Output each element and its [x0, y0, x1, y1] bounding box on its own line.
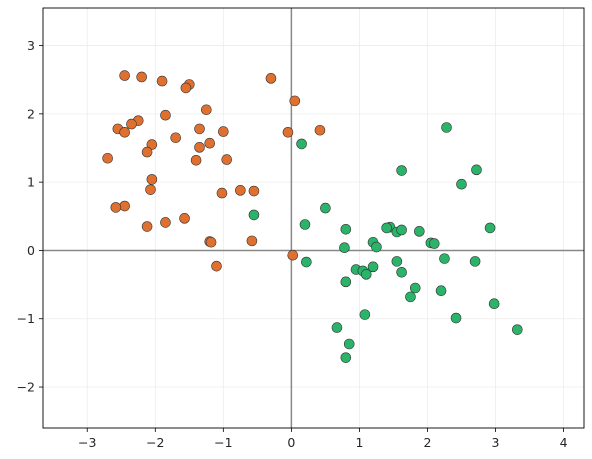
series-1 [248, 122, 523, 363]
x-tick-label: 4 [560, 435, 568, 450]
data-point [160, 217, 171, 228]
data-point [359, 309, 371, 320]
data-point [409, 282, 421, 294]
data-point [180, 82, 192, 94]
y-tick-label: 2 [27, 106, 35, 121]
data-point [179, 213, 190, 224]
data-point [119, 126, 130, 138]
data-point [301, 256, 312, 268]
data-point [340, 276, 352, 288]
data-point [119, 70, 130, 81]
data-point [289, 95, 301, 107]
data-point [320, 202, 331, 214]
data-point [145, 184, 156, 195]
data-point [484, 222, 496, 234]
data-point [340, 223, 352, 235]
data-point [339, 242, 350, 254]
data-point [216, 187, 228, 199]
plot-background [43, 8, 584, 428]
x-tick-label: 2 [424, 435, 432, 450]
data-point [360, 269, 372, 280]
data-point [160, 109, 171, 121]
data-point [170, 132, 181, 144]
plot-frame [42, 7, 585, 429]
data-point [141, 221, 153, 232]
data-point [405, 291, 416, 303]
data-point [246, 235, 258, 247]
data-point [190, 154, 202, 166]
data-point [211, 260, 222, 272]
data-point [381, 222, 392, 234]
data-point [218, 126, 229, 137]
x-tick-label: 0 [287, 435, 295, 450]
data-point [126, 118, 137, 130]
data-point [340, 352, 352, 363]
data-point [248, 185, 260, 197]
data-point [488, 298, 500, 310]
data-point [343, 338, 355, 350]
data-point [435, 285, 447, 297]
data-point [391, 256, 403, 267]
data-point [282, 126, 294, 138]
data-point [471, 164, 482, 176]
y-axis: −2 −1 0 1 2 3 [17, 38, 43, 395]
data-point [314, 124, 326, 136]
data-point [141, 146, 153, 158]
data-point [119, 200, 130, 212]
data-point [414, 226, 425, 237]
data-point [110, 202, 122, 213]
x-tick-label: −2 [146, 435, 164, 450]
data-point [194, 142, 205, 153]
x-tick-label: 1 [355, 435, 363, 450]
data-point [146, 174, 158, 185]
data-point [204, 137, 216, 149]
data-point [299, 219, 311, 230]
x-tick-label: −3 [78, 435, 96, 450]
data-point [439, 253, 450, 264]
y-tick-label: 3 [27, 38, 35, 53]
data-point [194, 123, 205, 135]
data-point [396, 224, 407, 236]
data-point [331, 322, 343, 333]
y-tick-label: −1 [17, 311, 35, 326]
data-point [287, 249, 299, 261]
y-tick-label: 0 [27, 243, 35, 258]
data-point [428, 238, 440, 249]
data-point [156, 75, 168, 87]
data-point [221, 154, 233, 165]
data-point [205, 236, 217, 248]
data-point [456, 178, 467, 190]
x-axis: −3 −2 −1 0 1 2 3 4 [78, 428, 568, 450]
data-point [201, 104, 212, 116]
data-point [136, 71, 147, 83]
data-point [371, 241, 382, 253]
data-point [235, 185, 246, 196]
reference-lines [43, 8, 584, 428]
data-point [265, 73, 277, 84]
data-point [441, 122, 452, 133]
data-point [102, 152, 113, 164]
y-tick-label: −2 [17, 380, 35, 395]
data-point [469, 256, 481, 267]
x-tick-label: −1 [214, 435, 232, 450]
data-point [450, 312, 462, 324]
data-point [146, 139, 158, 150]
data-point [396, 165, 407, 176]
data-point [512, 324, 523, 335]
data-point [367, 261, 379, 273]
data-point [296, 138, 307, 150]
data-points [102, 70, 523, 363]
x-tick-label: 3 [492, 435, 500, 450]
data-point [396, 266, 407, 278]
y-tick-label: 1 [27, 175, 35, 190]
series-0 [102, 70, 326, 272]
data-point [248, 209, 260, 221]
